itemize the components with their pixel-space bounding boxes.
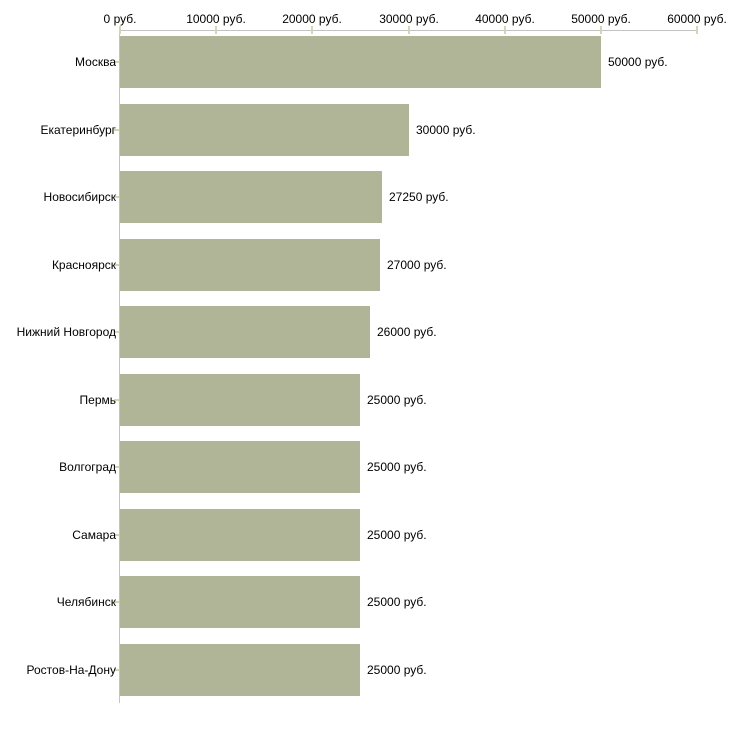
- bar: [120, 576, 360, 628]
- category-label: Красноярск: [51, 258, 116, 272]
- category-label: Нижний Новгород: [16, 325, 116, 339]
- bar: [120, 239, 380, 291]
- x-tick-label: 50000 руб.: [571, 12, 631, 26]
- y-tick-mark: [114, 129, 119, 131]
- category-label: Самара: [72, 528, 116, 542]
- y-tick-mark: [114, 399, 119, 401]
- x-tick-label: 60000 руб.: [667, 12, 727, 26]
- x-tick-mark: [311, 26, 313, 34]
- y-axis-line: [119, 30, 120, 703]
- y-tick-mark: [114, 61, 119, 63]
- category-label: Новосибирск: [43, 190, 116, 204]
- x-tick-label: 0 руб.: [103, 12, 137, 26]
- y-tick-mark: [114, 669, 119, 671]
- bar: [120, 374, 360, 426]
- bar: [120, 171, 382, 223]
- y-tick-mark: [114, 331, 119, 333]
- category-label: Ростов-На-Дону: [26, 663, 116, 677]
- value-label: 25000 руб.: [367, 663, 427, 677]
- value-label: 25000 руб.: [367, 460, 427, 474]
- value-label: 27000 руб.: [387, 258, 447, 272]
- value-label: 25000 руб.: [367, 528, 427, 542]
- x-tick-mark: [504, 26, 506, 34]
- bar: [120, 644, 360, 696]
- y-tick-mark: [114, 196, 119, 198]
- category-label: Волгоград: [59, 460, 116, 474]
- bar: [120, 104, 409, 156]
- x-tick-mark: [696, 26, 698, 34]
- y-tick-mark: [114, 466, 119, 468]
- bar: [120, 509, 360, 561]
- x-tick-label: 10000 руб.: [186, 12, 246, 26]
- x-tick-label: 30000 руб.: [379, 12, 439, 26]
- y-tick-mark: [114, 264, 119, 266]
- x-tick-mark: [119, 26, 121, 34]
- value-label: 50000 руб.: [608, 55, 668, 69]
- y-tick-mark: [114, 534, 119, 536]
- x-tick-mark: [215, 26, 217, 34]
- x-tick-label: 40000 руб.: [475, 12, 535, 26]
- value-label: 25000 руб.: [367, 595, 427, 609]
- x-tick-label: 20000 руб.: [282, 12, 342, 26]
- value-label: 25000 руб.: [367, 393, 427, 407]
- x-tick-mark: [600, 26, 602, 34]
- category-label: Пермь: [79, 393, 116, 407]
- category-label: Екатеринбург: [40, 123, 117, 137]
- category-label: Челябинск: [56, 595, 116, 609]
- value-label: 26000 руб.: [377, 325, 437, 339]
- x-tick-mark: [408, 26, 410, 34]
- category-label: Москва: [75, 55, 116, 69]
- bar: [120, 441, 360, 493]
- bar: [120, 36, 601, 88]
- bar: [120, 306, 370, 358]
- value-label: 27250 руб.: [389, 190, 449, 204]
- y-tick-mark: [114, 601, 119, 603]
- value-label: 30000 руб.: [416, 123, 476, 137]
